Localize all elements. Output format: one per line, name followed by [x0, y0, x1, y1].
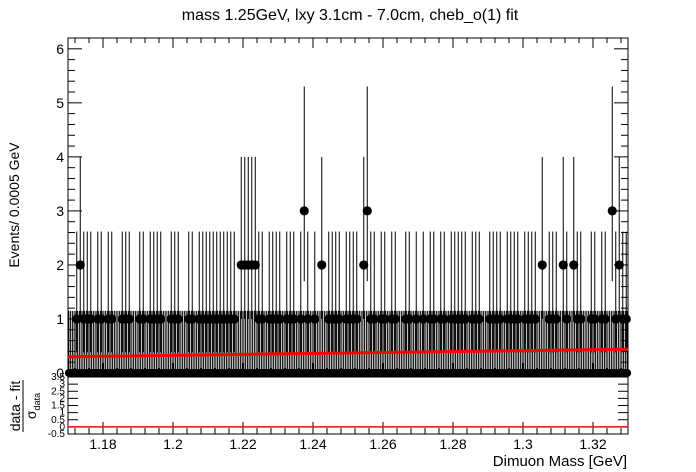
data-point: [537, 260, 547, 270]
y-tick-label: 3: [56, 203, 64, 219]
data-point: [562, 314, 572, 324]
pull-y-tick-label: 1: [59, 408, 65, 419]
pull-y-tick-label: 0: [59, 422, 65, 433]
data-point: [310, 314, 320, 324]
data-point: [156, 314, 166, 324]
data-point: [362, 206, 372, 216]
pull-label-subscript: data: [32, 393, 42, 411]
pull-y-tick-label: 0.5: [51, 415, 65, 426]
y-tick-label: 1: [56, 311, 64, 327]
data-point: [124, 314, 134, 324]
y-axis-label: Events/ 0.0005 GeV: [6, 142, 22, 268]
pull-y-axis: -0.500.511.522.533.5: [48, 372, 628, 440]
svg-text:σdata: σdata: [23, 393, 42, 419]
x-tick-label: 1.2: [163, 436, 183, 452]
x-axis: 1.18 1.2 1.22 1.24 1.26 1.28 1.3 1.32: [74, 422, 622, 452]
pull-label-sigma: σ: [23, 410, 39, 419]
data-point: [600, 314, 610, 324]
x-tick-label: 1.3: [513, 436, 533, 452]
y-tick-label: 6: [56, 41, 64, 57]
x-tick-label: 1.28: [439, 436, 466, 452]
pull-y-tick-label: -0.5: [48, 429, 66, 440]
data-point: [352, 314, 362, 324]
data-point: [576, 314, 586, 324]
zero-count-markers: [64, 310, 632, 377]
pull-label-numerator: data - fit: [7, 381, 23, 432]
x-axis-label: Dimuon Mass [GeV]: [493, 453, 627, 470]
zero-point: [623, 369, 632, 377]
y-tick-label: 2: [56, 257, 64, 273]
y-tick-label: 0: [56, 365, 64, 381]
data-point: [621, 314, 631, 324]
data-point: [359, 260, 369, 270]
y-tick-label: 4: [56, 149, 64, 165]
data-point: [299, 206, 309, 216]
data-point: [75, 260, 85, 270]
data-point: [558, 260, 568, 270]
x-tick-label: 1.26: [369, 436, 396, 452]
data-point: [229, 314, 239, 324]
data-point: [173, 314, 183, 324]
data-point: [107, 314, 117, 324]
x-tick-label: 1.22: [229, 436, 256, 452]
data-point: [474, 314, 484, 324]
data-point: [250, 260, 260, 270]
data-point: [530, 314, 540, 324]
fit-curve: [67, 347, 629, 359]
x-tick-label: 1.18: [89, 436, 116, 452]
pull-y-tick-label: 2.5: [51, 386, 65, 397]
data-point: [317, 260, 327, 270]
pull-y-tick-label: 3: [59, 379, 65, 390]
pull-y-tick-label: 2: [59, 393, 65, 404]
data-point: [614, 260, 624, 270]
pull-y-tick-label: 3.5: [51, 372, 65, 383]
chart-title: mass 1.25GeV, lxy 3.1cm - 7.0cm, cheb_o(…: [182, 7, 519, 24]
x-tick-label: 1.24: [299, 436, 326, 452]
data-point: [390, 314, 400, 324]
pull-plot-frame: [67, 376, 629, 435]
data-point: [607, 206, 617, 216]
pull-y-axis-label: data - fit σdata: [7, 380, 42, 432]
data-point: [551, 314, 561, 324]
x-tick-label: 1.32: [579, 436, 606, 452]
pull-y-tick-label: 1.5: [51, 401, 65, 412]
data-point: [569, 260, 579, 270]
y-tick-label: 5: [56, 95, 64, 111]
